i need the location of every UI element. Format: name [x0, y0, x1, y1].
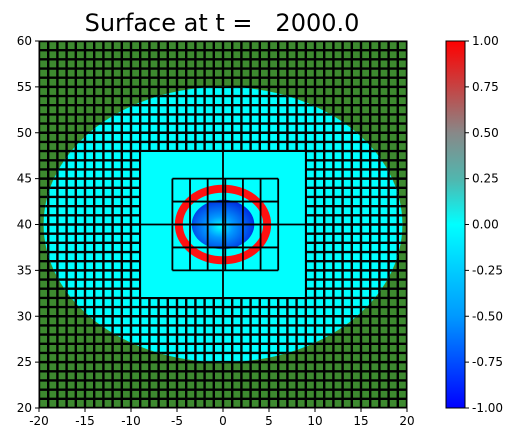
patch-lines-level-2: [171, 177, 280, 272]
plot-area: [39, 41, 407, 408]
x-tick-label: 20: [399, 414, 414, 428]
colorbar: 1.00 0.75 0.50 0.25 0.00 -0.25 -0.50 -0.75 -1.00: [445, 34, 503, 415]
colorbar-tick-label: 0.25: [472, 172, 499, 186]
patch-grid-lines: [139, 150, 307, 299]
x-tick-label: -15: [75, 414, 95, 428]
y-tick-label: 40: [17, 218, 32, 232]
colorbar-tick-label: -0.50: [472, 309, 503, 323]
x-tick-label: 0: [219, 414, 227, 428]
colorbar-gradient: [445, 40, 466, 409]
colorbar-tick-label: 0.50: [472, 126, 499, 140]
colorbar-ticks: 1.00 0.75 0.50 0.25 0.00 -0.25 -0.50 -0.75 -1.00: [465, 34, 503, 415]
x-tick-label: 15: [353, 414, 368, 428]
y-axis: 20 25 30 35 40 45 50 55 60: [17, 34, 39, 415]
y-tick-label: 20: [17, 401, 32, 415]
colorbar-tick-label: -0.25: [472, 263, 503, 277]
x-tick-label: -10: [121, 414, 141, 428]
y-tick-label: 25: [17, 355, 32, 369]
y-tick-label: 30: [17, 309, 32, 323]
colorbar-tick-label: 0.00: [472, 218, 499, 232]
x-tick-label: -5: [171, 414, 183, 428]
y-tick-label: 50: [17, 126, 32, 140]
colorbar-tick-label: -1.00: [472, 401, 503, 415]
x-axis: -20 -15 -10 -5 0 5 10 15 20: [29, 408, 415, 428]
y-tick-label: 45: [17, 172, 32, 186]
colorbar-tick-label: 0.75: [472, 80, 499, 94]
x-tick-label: 5: [265, 414, 273, 428]
chart-title: Surface at t = 2000.0: [85, 9, 360, 37]
y-tick-label: 55: [17, 80, 32, 94]
y-tick-label: 60: [17, 34, 32, 48]
colorbar-tick-label: -0.75: [472, 355, 503, 369]
x-tick-label: -20: [29, 414, 49, 428]
colorbar-tick-label: 1.00: [472, 34, 499, 48]
x-tick-label: 10: [307, 414, 322, 428]
y-tick-label: 35: [17, 263, 32, 277]
